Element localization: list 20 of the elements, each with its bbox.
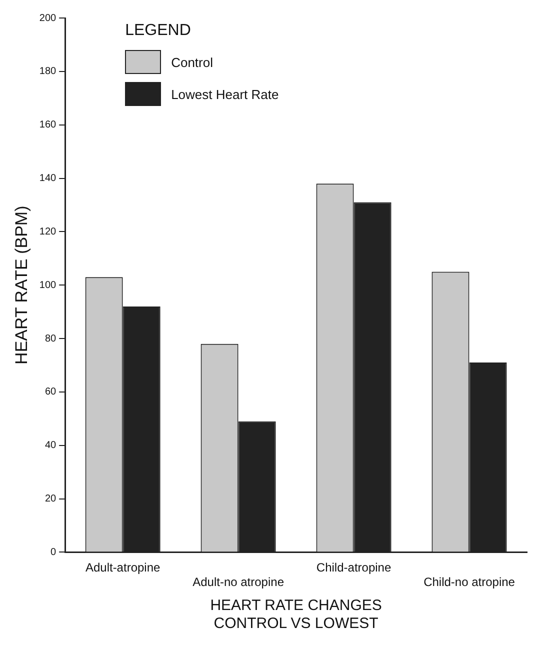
y-tick-label: 20 [44, 494, 57, 505]
y-tick-label: 40 [44, 440, 57, 452]
y-tick-label: 160 [39, 120, 57, 131]
legend-label: Lowest Heart Rate [171, 86, 279, 102]
y-tick-label: 60 [44, 386, 57, 398]
legend-title: LEGEND [125, 22, 192, 40]
y-tick-label: 100 [39, 280, 57, 291]
legend-label: Control [171, 54, 213, 70]
y-tick-label: 80 [44, 333, 57, 344]
x-tick-label: Adult-atropine [85, 560, 161, 575]
x-axis-title: HEART RATE CHANGES CONTROL VS LOWEST [210, 597, 382, 632]
y-tick-label: 180 [39, 66, 57, 78]
x-tick-label: Adult-no atropine [192, 575, 284, 590]
y-tick-label: 120 [39, 226, 57, 238]
y-tick-label: 0 [50, 546, 57, 558]
y-tick-label: 200 [39, 12, 57, 24]
y-axis-title: HEART RATE (BPM) [12, 206, 31, 364]
y-tick-label: 140 [39, 173, 57, 184]
x-tick-label: Child-atropine [316, 560, 392, 575]
x-tick-label: Child-no atropine [424, 575, 516, 590]
